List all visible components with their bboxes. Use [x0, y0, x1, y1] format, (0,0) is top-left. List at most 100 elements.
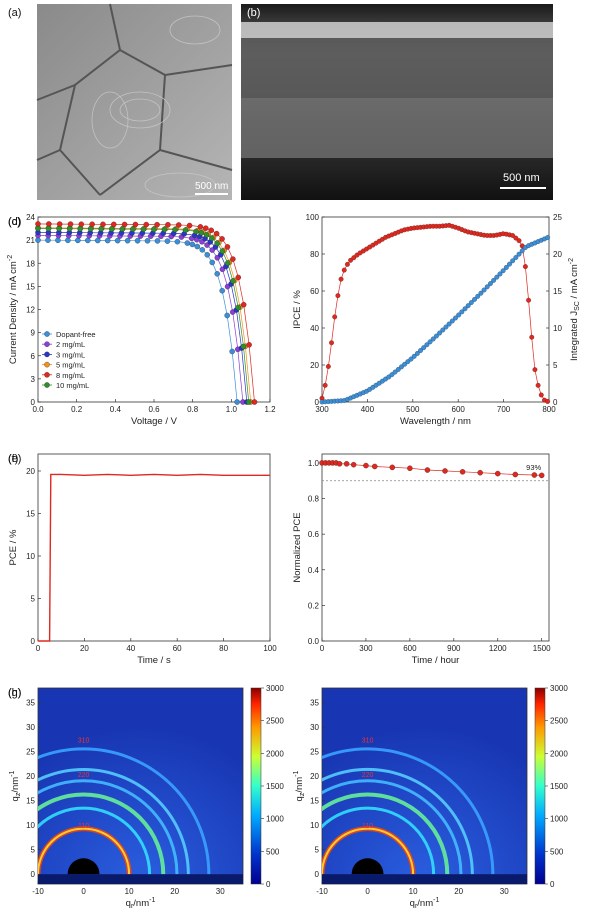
- data-point: [45, 237, 51, 243]
- ring-label-110: 110: [78, 823, 89, 830]
- diffraction-ring: [38, 792, 166, 875]
- colorbar-tick-label: 2500: [266, 717, 284, 726]
- data-point: [449, 318, 455, 324]
- data-point: [35, 225, 41, 232]
- data-point: [456, 312, 462, 318]
- data-point: [478, 290, 484, 296]
- y2-axis-label-unit: / mA cm: [569, 264, 580, 301]
- data-point: [119, 226, 126, 232]
- y-tick-label: 0: [31, 637, 36, 646]
- diffraction-ring: [322, 792, 450, 875]
- data-point: [245, 399, 252, 405]
- x-axis-label-sub: r: [131, 903, 134, 910]
- data-point: [472, 297, 477, 302]
- data-point: [100, 221, 106, 228]
- y-tick-label: 9: [31, 329, 36, 338]
- data-point: [351, 255, 357, 261]
- x-axis-label: Voltage / V: [131, 416, 178, 427]
- data-point: [194, 243, 201, 250]
- x-tick-label: 0.0: [32, 405, 44, 414]
- data-point: [213, 230, 220, 237]
- data-point: [545, 399, 551, 404]
- y-tick-label: 15: [310, 797, 319, 806]
- data-point: [251, 399, 258, 405]
- y-tick-label: 0.8: [308, 495, 320, 504]
- data-point: [140, 226, 147, 232]
- data-point: [507, 261, 512, 267]
- data-point: [165, 222, 171, 228]
- data-point: [164, 238, 171, 244]
- plot-frame: [321, 216, 550, 403]
- sem-image-top-view: [37, 4, 232, 200]
- y-tick-label: 15: [26, 797, 35, 806]
- colorbar-tick-label: 1500: [550, 782, 568, 791]
- y2-axis-label-sup: -2: [568, 258, 575, 264]
- data-point: [204, 252, 211, 258]
- data-point: [484, 284, 490, 290]
- y-tick-label: 18: [26, 259, 35, 268]
- legend-marker: [44, 331, 50, 337]
- data-point: [510, 258, 516, 264]
- data-point: [531, 472, 538, 478]
- y-tick-label: 40: [310, 324, 319, 333]
- colorbar-tick-label: 2000: [266, 749, 284, 758]
- x-tick-label: 80: [219, 644, 228, 653]
- y-tick-label: 100: [306, 213, 320, 222]
- data-point: [186, 222, 193, 229]
- annotation-label: 93%: [526, 463, 541, 472]
- data-point: [114, 237, 121, 244]
- data-point: [198, 230, 205, 236]
- data-point: [343, 461, 350, 467]
- panel-label-c: (c): [8, 216, 21, 228]
- data-point: [408, 356, 414, 362]
- data-point: [477, 469, 483, 476]
- data-point: [66, 226, 73, 232]
- data-point: [35, 221, 41, 227]
- data-point: [98, 226, 104, 232]
- panel-label-b: (b): [247, 7, 260, 19]
- data-point: [338, 276, 344, 282]
- series-line: [321, 224, 548, 402]
- x-tick-label: 60: [173, 644, 182, 653]
- y-tick-label: 0: [31, 398, 36, 407]
- x-axis-label-sup: -1: [149, 897, 155, 904]
- colorbar-tick-label: 3000: [550, 684, 568, 693]
- data-point: [56, 225, 62, 232]
- x-tick-label: 0: [365, 887, 370, 896]
- ring-label-220: 220: [362, 772, 374, 779]
- heatmap-content: 310 220 110: [322, 737, 527, 884]
- ring-label-220: 220: [78, 772, 90, 779]
- data-point: [87, 226, 94, 232]
- y-tick-label: 60: [310, 287, 319, 296]
- mesoporous-layer: [241, 98, 553, 158]
- grain-texture: [91, 15, 221, 198]
- colorbar-tick-label: 500: [266, 847, 280, 856]
- diffraction-ring: [38, 747, 211, 875]
- data-point: [109, 226, 115, 232]
- y-axis-label-sup: -1: [9, 770, 16, 776]
- panel-label-h: (h): [8, 687, 21, 699]
- colorbar-tick-label: 0: [266, 880, 271, 889]
- y-axis-label-sub: z: [299, 792, 306, 796]
- data-point: [421, 345, 427, 351]
- y-tick-label: 10: [26, 552, 35, 561]
- data-point: [462, 306, 468, 312]
- data-point: [132, 221, 139, 228]
- y2-axis-label-sub: SC: [574, 301, 581, 311]
- x-tick-label: 20: [454, 887, 463, 896]
- x-axis-label-unit: /nm: [133, 898, 149, 909]
- diffraction-ring: [322, 768, 474, 875]
- x-tick-label: 0.2: [71, 405, 83, 414]
- data-point: [234, 399, 240, 405]
- y-tick-label: 20: [26, 772, 35, 781]
- y-tick-label: 0.6: [308, 530, 320, 539]
- heatmap-content: 310 220 110: [38, 737, 243, 884]
- data-point: [532, 367, 538, 373]
- data-point: [209, 259, 215, 266]
- y-axis-label: Normalized PCE: [292, 512, 303, 582]
- chart-e-stabilized-pce: 0 20 40 60 80 100 0 5 10 15 20 (e) Time / s PCE / %: [8, 453, 277, 666]
- x-tick-label: 1200: [489, 644, 507, 653]
- y-tick-label: 10: [26, 821, 35, 830]
- data-point: [184, 240, 191, 246]
- data-point: [465, 303, 471, 309]
